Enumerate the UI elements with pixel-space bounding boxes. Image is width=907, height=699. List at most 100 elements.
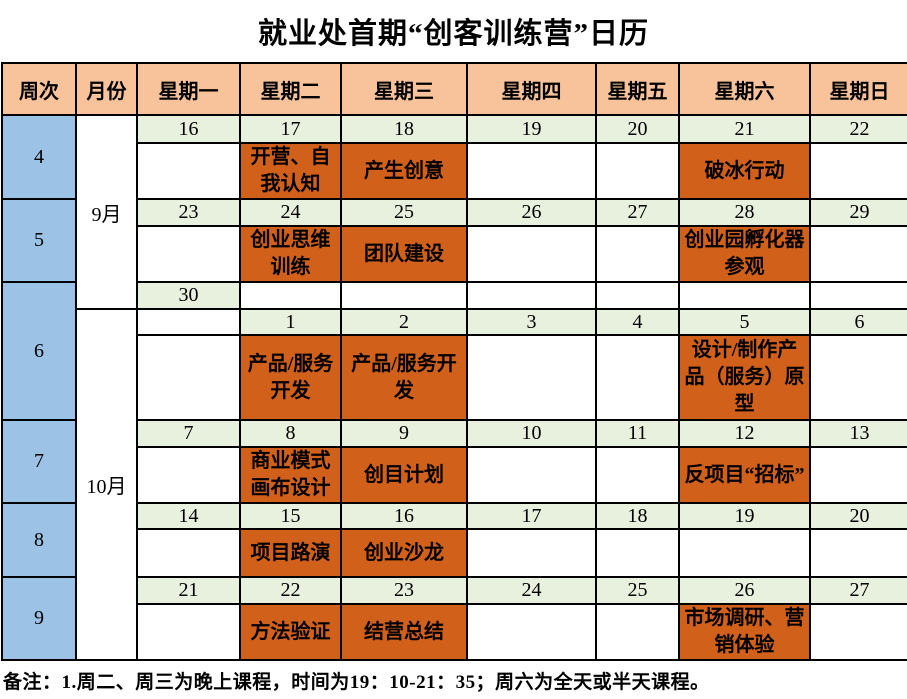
activity-cell: 创业思维训练 <box>239 225 342 284</box>
date-cell: 14 <box>136 502 241 531</box>
empty-cell <box>678 281 811 311</box>
date-cell: 30 <box>136 281 241 311</box>
week6-date-row: 10月 1 2 3 4 5 6 <box>2 308 907 662</box>
empty-cell <box>136 603 241 662</box>
empty-cell <box>809 142 907 201</box>
activity-cell: 破冰行动 <box>678 142 811 201</box>
header-row: 周次 月份 星期一 星期二 星期三 星期四 星期五 星期六 星期日 <box>1 62 907 117</box>
empty-cell <box>466 334 597 422</box>
week8-date-row: 8 14 15 16 17 18 19 20 <box>1 502 907 579</box>
empty-cell <box>595 603 680 662</box>
date-cell: 27 <box>595 198 680 228</box>
column-header-wednesday: 星期三 <box>340 62 468 117</box>
date-cell: 28 <box>678 198 811 228</box>
activity-cell: 创目计划 <box>340 446 468 505</box>
date-cell: 23 <box>136 198 241 228</box>
empty-cell <box>809 334 907 422</box>
date-cell: 1 <box>239 308 342 337</box>
date-cell: 24 <box>239 198 342 228</box>
empty-cell <box>466 603 597 662</box>
date-cell: 18 <box>340 114 468 145</box>
date-cell: 12 <box>678 419 811 449</box>
empty-cell <box>595 334 680 422</box>
week4-activity-row: 开营、自我认知 产生创意 破冰行动 <box>2 142 907 201</box>
date-cell: 23 <box>340 576 468 606</box>
activity-cell: 产品/服务开发 <box>239 334 342 422</box>
empty-cell <box>466 142 597 201</box>
week-number-cell: 6 <box>1 281 77 422</box>
date-cell: 16 <box>136 114 241 145</box>
week-number-cell: 4 <box>1 114 77 201</box>
empty-cell <box>678 528 811 579</box>
column-header-monday: 星期一 <box>136 62 241 117</box>
date-cell: 26 <box>466 198 597 228</box>
activity-cell: 团队建设 <box>340 225 468 284</box>
empty-cell <box>136 308 241 337</box>
week6-activity-row: 产品/服务开发 产品/服务开发 设计/制作产品（服务）原型 <box>2 334 907 422</box>
empty-cell <box>595 528 680 579</box>
date-cell: 18 <box>595 502 680 531</box>
empty-cell <box>595 142 680 201</box>
week-number-cell: 8 <box>1 502 77 579</box>
date-cell: 25 <box>340 198 468 228</box>
date-cell: 10 <box>466 419 597 449</box>
activity-cell: 产生创意 <box>340 142 468 201</box>
empty-cell <box>136 225 241 284</box>
activity-cell: 项目路演 <box>239 528 342 579</box>
activity-cell: 产品/服务开发 <box>340 334 468 422</box>
empty-cell <box>136 334 241 422</box>
date-cell: 21 <box>136 576 241 606</box>
empty-cell <box>136 446 241 505</box>
week6-sept30-row: 6 30 <box>1 281 907 422</box>
empty-cell <box>340 281 468 311</box>
week5-date-row: 5 23 24 25 26 27 28 29 <box>1 198 907 284</box>
empty-cell <box>466 281 597 311</box>
date-cell: 19 <box>466 114 597 145</box>
date-cell: 16 <box>340 502 468 531</box>
column-header-week: 周次 <box>1 62 77 117</box>
empty-cell <box>466 446 597 505</box>
empty-cell <box>239 281 342 311</box>
date-cell: 5 <box>678 308 811 337</box>
activity-cell: 方法验证 <box>239 603 342 662</box>
empty-cell <box>809 528 907 579</box>
calendar-table: 周次 月份 星期一 星期二 星期三 星期四 星期五 星期六 星期日 4 9月 1… <box>1 62 907 662</box>
date-cell: 26 <box>678 576 811 606</box>
empty-cell <box>595 281 680 311</box>
date-cell: 2 <box>340 308 468 337</box>
date-cell: 27 <box>809 576 907 606</box>
week5-activity-row: 创业思维训练 团队建设 创业园孵化器参观 <box>2 225 907 284</box>
activity-cell: 结营总结 <box>340 603 468 662</box>
month-cell-october: 10月 <box>75 308 138 662</box>
date-cell: 22 <box>809 114 907 145</box>
activity-cell: 创业园孵化器参观 <box>678 225 811 284</box>
empty-cell <box>809 225 907 284</box>
activity-cell: 商业模式画布设计 <box>239 446 342 505</box>
empty-cell <box>136 528 241 579</box>
date-cell: 21 <box>678 114 811 145</box>
activity-cell: 市场调研、营销体验 <box>678 603 811 662</box>
week-number-cell: 9 <box>1 576 77 662</box>
activity-cell: 开营、自我认知 <box>239 142 342 201</box>
date-cell: 20 <box>595 114 680 145</box>
empty-cell <box>809 603 907 662</box>
date-cell: 15 <box>239 502 342 531</box>
empty-cell <box>809 446 907 505</box>
empty-cell <box>466 528 597 579</box>
column-header-tuesday: 星期二 <box>239 62 342 117</box>
date-cell: 19 <box>678 502 811 531</box>
empty-cell <box>466 225 597 284</box>
column-header-month: 月份 <box>75 62 138 117</box>
column-header-saturday: 星期六 <box>678 62 811 117</box>
date-cell: 8 <box>239 419 342 449</box>
date-cell: 22 <box>239 576 342 606</box>
empty-cell <box>595 225 680 284</box>
date-cell: 4 <box>595 308 680 337</box>
week7-activity-row: 商业模式画布设计 创目计划 反项目“招标” <box>2 446 907 505</box>
week-number-cell: 7 <box>1 419 77 505</box>
date-cell: 13 <box>809 419 907 449</box>
date-cell: 17 <box>239 114 342 145</box>
empty-cell <box>809 281 907 311</box>
footer-note: 备注：1.周二、周三为晚上课程，时间为19：10-21：35；周六为全天或半天课… <box>3 671 710 693</box>
